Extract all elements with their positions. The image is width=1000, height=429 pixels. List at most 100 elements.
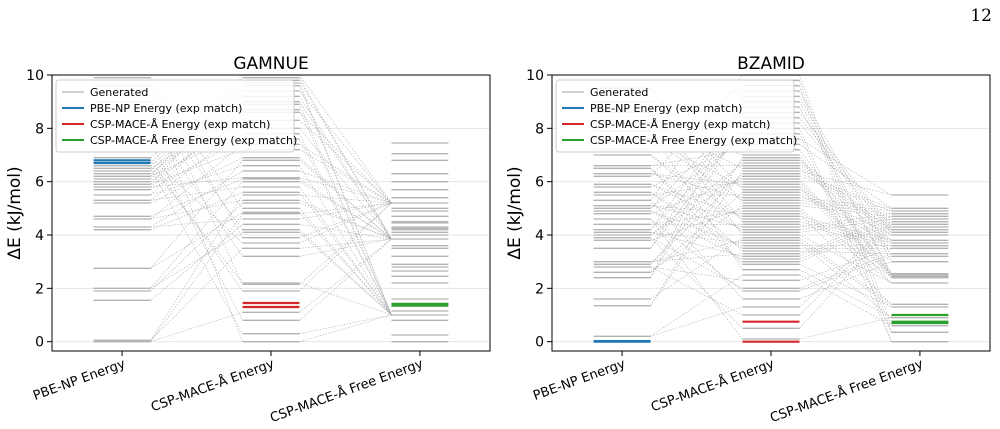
connector-line [650, 154, 743, 220]
connector-line [799, 216, 892, 230]
connector-line [799, 178, 892, 276]
connector-line [799, 194, 892, 244]
connector-line [799, 106, 892, 276]
y-tick-label: 0 [535, 335, 544, 351]
connector-line [650, 274, 743, 337]
connector-line [799, 144, 892, 209]
connector-line [799, 157, 892, 277]
connector-line [150, 160, 243, 269]
connector-line [650, 130, 743, 270]
connector-line [650, 205, 743, 228]
connector-line [299, 238, 392, 313]
connector-line [299, 160, 392, 240]
connector-line [299, 208, 392, 316]
connector-line [650, 157, 743, 306]
connector-line [150, 149, 243, 185]
connector-line [799, 269, 892, 318]
connector-line [299, 314, 392, 334]
connector-line [799, 176, 892, 212]
connector-line [650, 218, 743, 340]
connector-line [150, 202, 243, 292]
connector-line [150, 194, 243, 341]
connector-line [650, 181, 743, 196]
y-tick-label: 10 [526, 68, 544, 84]
connector-line [150, 157, 243, 204]
legend: Generated PBE-NP Energy (exp match) CSP-MA… [555, 79, 797, 153]
connector-line [650, 154, 743, 233]
connector-line [650, 112, 743, 209]
legend-label: CSP-MACE-Å Energy (exp match) [90, 118, 270, 131]
connector-line [299, 202, 392, 285]
connector-line [650, 173, 743, 198]
connector-line [799, 85, 892, 342]
connector-line [299, 96, 392, 240]
y-tick-label: 10 [26, 68, 44, 84]
connector-line [299, 101, 392, 240]
connector-line [299, 314, 392, 342]
connector-line [799, 197, 892, 209]
connector-line [299, 200, 392, 240]
legend-label: CSP-MACE-Å Free Energy (exp match) [590, 134, 797, 147]
connector-line [150, 192, 243, 230]
y-tick-label: 6 [535, 175, 544, 191]
connector-line [799, 189, 892, 236]
connector-line [650, 205, 743, 273]
chart-gamnue: GAMNUE 0 2 4 6 8 10 ΔE (kJ/mol) PBE-NP Energy CSP… [5, 54, 491, 426]
y-tick-label: 2 [35, 281, 44, 297]
connector-line [799, 216, 892, 241]
connector-line [299, 192, 392, 316]
connector-line [299, 194, 392, 204]
chart-title: GAMNUE [233, 54, 308, 74]
connector-line [299, 90, 392, 204]
connector-line [150, 186, 243, 201]
connector-line [799, 184, 892, 278]
connector-line [150, 181, 243, 289]
connector-line [650, 138, 743, 209]
connector-line [650, 232, 743, 244]
connector-line [299, 202, 392, 220]
connector-line [299, 181, 392, 240]
connector-line [799, 96, 892, 262]
y-tick-label: 4 [35, 228, 44, 244]
connector-line [650, 162, 743, 236]
connector-line [650, 237, 743, 289]
connector-line [299, 109, 392, 316]
page-number: 12 [970, 6, 992, 26]
connector-line [650, 232, 743, 257]
connector-line [150, 200, 243, 220]
connector-line [650, 192, 743, 262]
connector-line [150, 170, 243, 228]
connector-line [799, 208, 892, 278]
connector-line [650, 200, 743, 300]
connector-line [650, 240, 743, 262]
connector-line [650, 237, 743, 300]
connector-line [799, 186, 892, 284]
connector-line [299, 170, 392, 204]
connector-line [299, 85, 392, 316]
connector-line [299, 165, 392, 316]
connector-line [299, 202, 392, 240]
legend-label: PBE-NP Energy (exp match) [590, 102, 742, 115]
connector-line [799, 133, 892, 342]
connector-line [299, 202, 392, 214]
connector-line [799, 168, 892, 241]
connector-line [799, 101, 892, 274]
connector-line [799, 250, 892, 254]
x-tick-label: PBE-NP Energy [531, 357, 627, 404]
connector-line [299, 74, 392, 204]
connector-line [650, 306, 743, 337]
y-axis-label: ΔE (kJ/mol) [5, 166, 25, 259]
connector-line [299, 133, 392, 316]
connector-line [650, 208, 743, 241]
connector-line [150, 168, 243, 334]
connector-line [650, 210, 743, 260]
connector-line [299, 232, 392, 316]
connector-line [799, 234, 892, 284]
connector-line [650, 173, 743, 265]
connector-line [650, 149, 743, 166]
connector-line [650, 184, 743, 217]
connector-line [799, 224, 892, 249]
connector-line [650, 237, 743, 329]
connector-line [299, 282, 392, 316]
connector-line [299, 238, 392, 257]
